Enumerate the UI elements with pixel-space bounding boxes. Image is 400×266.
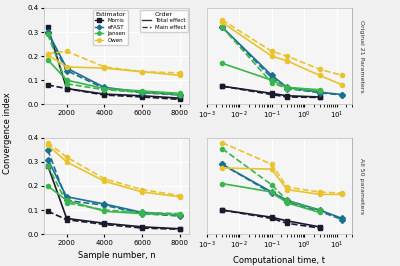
- X-axis label: Computational time, t: Computational time, t: [233, 256, 325, 265]
- Y-axis label: Original 21 Parameters: Original 21 Parameters: [359, 20, 364, 92]
- X-axis label: Sample number, n: Sample number, n: [78, 251, 156, 260]
- Legend: Total effect, Main effect: Total effect, Main effect: [140, 10, 188, 32]
- Text: Convergence index: Convergence index: [4, 92, 12, 174]
- Y-axis label: All 50 parameters: All 50 parameters: [359, 158, 364, 214]
